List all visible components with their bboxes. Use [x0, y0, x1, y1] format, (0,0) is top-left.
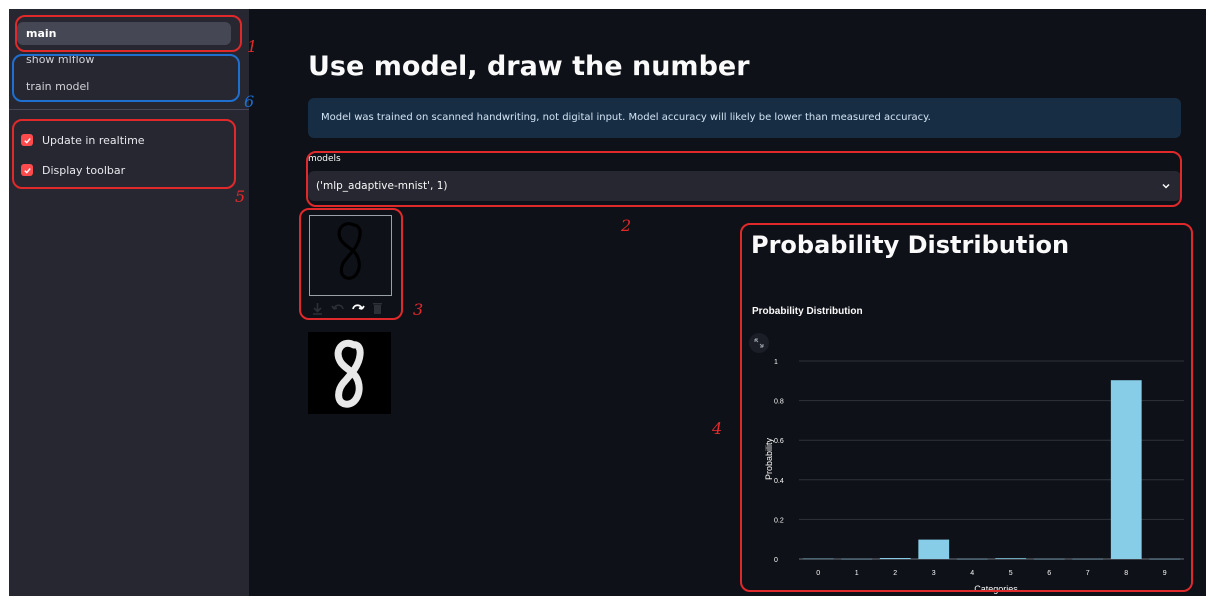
y-tick-label: 1	[774, 359, 778, 366]
check-icon	[23, 167, 31, 174]
bar-8[interactable]	[1110, 380, 1142, 559]
nav-item-main[interactable]: main	[17, 22, 231, 45]
processed-digit-preview	[308, 332, 391, 414]
x-tick-label: 4	[970, 570, 974, 577]
canvas-toolbar	[309, 299, 393, 317]
x-tick-label: 8	[1124, 570, 1128, 577]
page-title: Use model, draw the number	[308, 51, 750, 82]
y-tick-label: 0.4	[774, 478, 784, 485]
nav-item-train-model[interactable]: train model	[26, 80, 90, 93]
annotation-number-2: 2	[621, 216, 632, 235]
annotation-box-5	[12, 119, 236, 189]
annotation-box-1	[15, 15, 242, 52]
chevron-down-icon	[1162, 183, 1170, 189]
display-toolbar-checkbox[interactable]	[21, 164, 33, 176]
x-tick-label: 5	[1009, 570, 1013, 577]
probability-chart: Probability Distribution 00.20.40.60.81 …	[749, 306, 1184, 594]
x-tick-label: 0	[816, 570, 820, 577]
update-realtime-checkbox-row[interactable]: Update in realtime	[21, 131, 145, 149]
x-tick-label: 3	[932, 570, 936, 577]
models-select-label: models	[308, 154, 341, 164]
bar-5[interactable]	[995, 558, 1027, 559]
y-tick-label: 0.8	[774, 399, 784, 406]
drawn-eight-stroke	[337, 222, 362, 280]
bar-6[interactable]	[1033, 558, 1065, 560]
x-tick-label: 7	[1086, 570, 1090, 577]
bar-3[interactable]	[918, 539, 950, 559]
bar-2[interactable]	[879, 558, 911, 559]
x-tick-label: 6	[1047, 570, 1051, 577]
expand-icon	[754, 338, 764, 348]
undo-icon[interactable]	[329, 301, 346, 316]
annotation-box-2	[306, 151, 1182, 207]
annotation-box-6	[12, 54, 240, 102]
annotation-number-3: 3	[413, 300, 424, 319]
check-icon	[23, 137, 31, 144]
y-tick-label: 0.2	[774, 517, 784, 524]
bar-0[interactable]	[802, 558, 834, 560]
annotation-box-4	[740, 223, 1193, 592]
sidebar: main show mlflow train model Update in r…	[9, 9, 249, 596]
y-axis-label: Probability	[764, 437, 774, 480]
download-icon[interactable]	[309, 301, 326, 316]
bar-4[interactable]	[956, 558, 988, 560]
x-tick-label: 9	[1163, 570, 1167, 577]
fullscreen-button[interactable]	[749, 333, 769, 353]
drawing-canvas[interactable]	[309, 215, 392, 296]
y-tick-label: 0	[774, 557, 778, 564]
annotation-number-5: 5	[235, 187, 246, 206]
y-tick-label: 0.6	[774, 438, 784, 445]
nav-item-show-mlflow[interactable]: show mlflow	[26, 53, 95, 66]
x-tick-label: 2	[893, 570, 897, 577]
trash-icon[interactable]	[369, 301, 386, 316]
x-axis-label: Categories	[974, 584, 1018, 594]
chart-title: Probability Distribution	[752, 306, 863, 317]
annotation-number-4: 4	[712, 419, 723, 438]
annotation-number-1: 1	[247, 37, 258, 56]
models-select[interactable]: ('mlp_adaptive-mnist', 1)	[308, 171, 1181, 201]
bar-7[interactable]	[1072, 558, 1104, 560]
x-tick-label: 1	[855, 570, 859, 577]
bar-1[interactable]	[841, 558, 873, 560]
preview-eight-image	[334, 339, 364, 408]
bar-9[interactable]	[1149, 558, 1181, 560]
info-alert: Model was trained on scanned handwriting…	[308, 98, 1181, 138]
display-toolbar-checkbox-row[interactable]: Display toolbar	[21, 161, 125, 179]
redo-icon[interactable]	[349, 301, 366, 316]
update-realtime-label: Update in realtime	[42, 133, 145, 147]
display-toolbar-label: Display toolbar	[42, 163, 126, 177]
app-window: main show mlflow train model Update in r…	[9, 9, 1206, 596]
models-select-value: ('mlp_adaptive-mnist', 1)	[316, 180, 448, 192]
update-realtime-checkbox[interactable]	[21, 134, 33, 146]
annotation-box-3	[299, 208, 403, 320]
chart-heading: Probability Distribution	[751, 231, 1070, 259]
sidebar-divider	[9, 109, 249, 110]
annotation-number-6: 6	[244, 92, 255, 111]
